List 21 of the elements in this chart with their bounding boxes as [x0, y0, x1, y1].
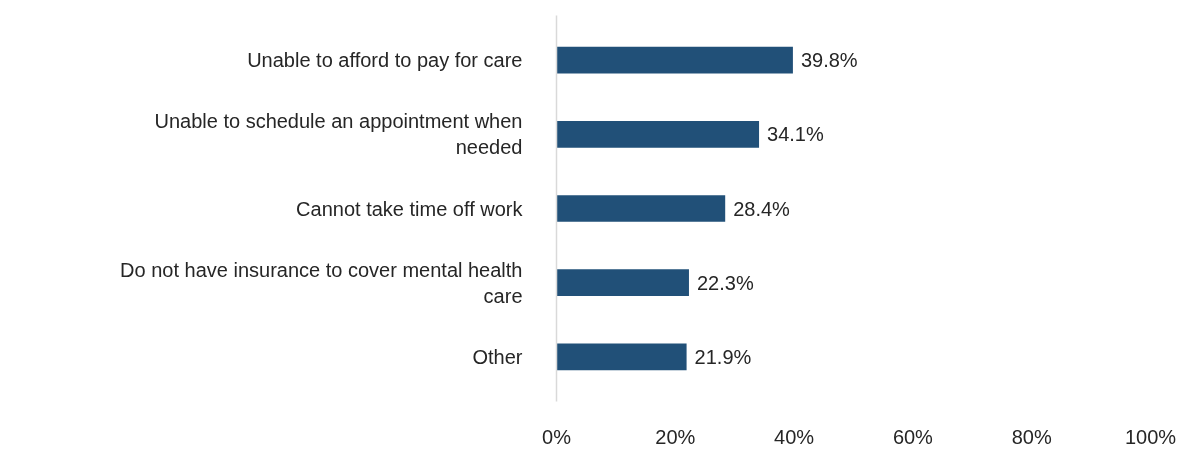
y-tick-label: Cannot take time off work [296, 197, 524, 220]
x-tick-label: 80% [1011, 425, 1052, 448]
bar [556, 269, 689, 297]
x-tick-label: 40% [774, 425, 815, 448]
data-label: 34.1% [767, 123, 824, 146]
y-tick-label: Unable to schedule an appointment when needed [154, 110, 523, 159]
data-label: 21.9% [694, 345, 752, 368]
y-tick-label: Do not have insurance to cover mental health care [120, 258, 523, 307]
y-tick-label: Unable to afford to pay for care [247, 49, 523, 72]
x-tick-label: 60% [892, 425, 934, 448]
data-label: 22.3% [696, 271, 754, 294]
data-label: 39.8% [800, 49, 858, 72]
x-tick-label: 100% [1124, 425, 1177, 448]
x-tick-label: 20% [655, 425, 696, 448]
bar [556, 120, 760, 148]
bar [556, 46, 793, 74]
x-tick-label: 0% [542, 425, 572, 448]
data-label: 28.4% [733, 197, 791, 220]
bar [556, 343, 687, 371]
y-tick-label: Other [472, 345, 523, 368]
bar [556, 195, 726, 222]
